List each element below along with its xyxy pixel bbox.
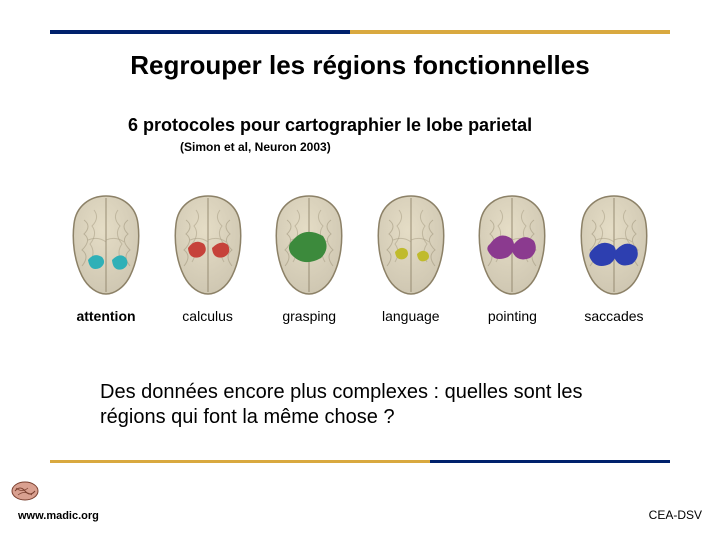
citation: (Simon et al, Neuron 2003): [180, 140, 331, 154]
brain-icon: [263, 190, 355, 300]
brain-label: pointing: [488, 308, 537, 324]
brain-item-calculus: calculus: [162, 190, 254, 324]
brain-row: attention calculus grasping language pointin…: [60, 190, 660, 324]
brain-label: saccades: [584, 308, 643, 324]
subtitle: 6 protocoles pour cartographier le lobe …: [128, 115, 532, 136]
brain-label: calculus: [182, 308, 233, 324]
brain-item-grasping: grasping: [263, 190, 355, 324]
logo-icon: [10, 480, 40, 502]
brain-label: attention: [76, 308, 135, 324]
bottom-rule-gold: [50, 460, 430, 463]
brain-icon: [162, 190, 254, 300]
bottom-rule-dark: [430, 460, 670, 463]
brain-item-language: language: [365, 190, 457, 324]
brain-icon: [568, 190, 660, 300]
question-text: Des données encore plus complexes : quel…: [100, 380, 640, 430]
brain-icon: [466, 190, 558, 300]
brain-item-attention: attention: [60, 190, 152, 324]
footer-left: www.madic.org: [18, 510, 99, 522]
top-rule-dark: [50, 30, 350, 34]
brain-label: grasping: [282, 308, 336, 324]
page-title: Regrouper les régions fonctionnelles: [0, 50, 720, 81]
top-rule-gold: [350, 30, 670, 34]
slide: Regrouper les régions fonctionnelles 6 p…: [0, 0, 720, 540]
brain-label: language: [382, 308, 440, 324]
brain-item-pointing: pointing: [466, 190, 558, 324]
footer-right: CEA-DSV: [649, 508, 702, 522]
brain-item-saccades: saccades: [568, 190, 660, 324]
brain-icon: [365, 190, 457, 300]
brain-icon: [60, 190, 152, 300]
